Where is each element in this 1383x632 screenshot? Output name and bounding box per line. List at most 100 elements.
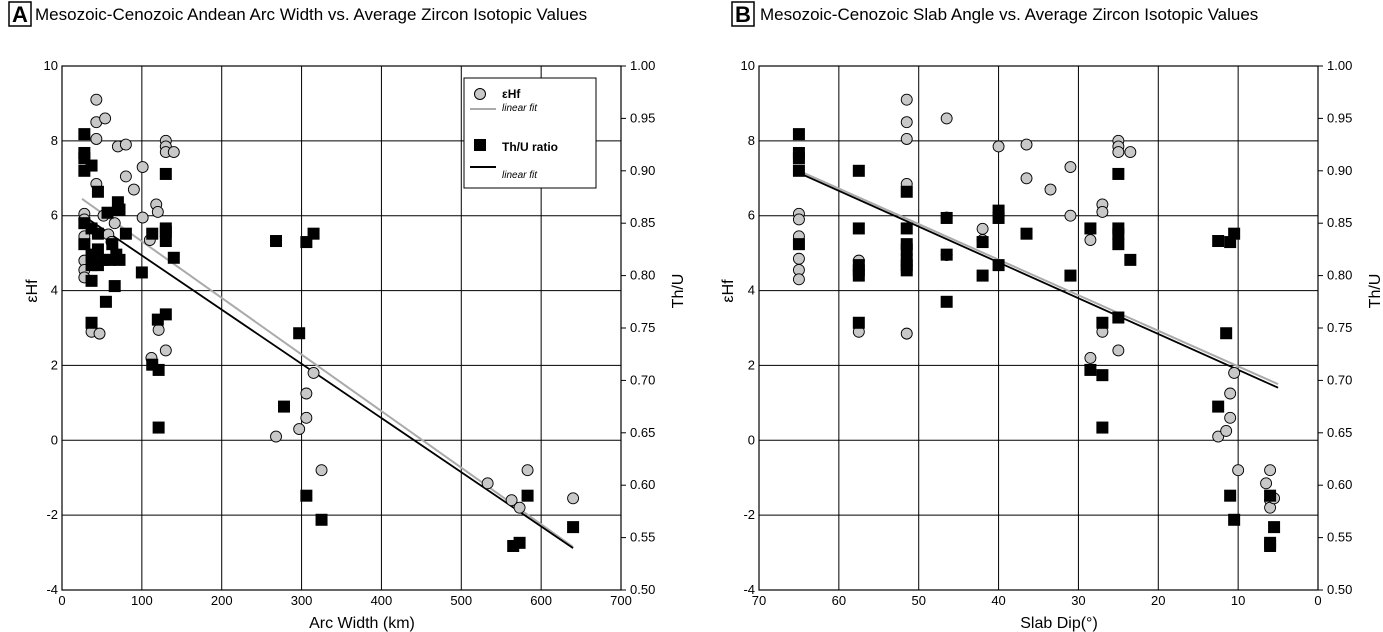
panel-a-ehf-point (93, 327, 106, 340)
panel-b-thu-point (792, 238, 805, 251)
panel-b-ehf-point (792, 273, 805, 286)
panel-a-y2-tick-label: 0.75 (630, 320, 655, 335)
panel-b-y2-tick-label: 0.75 (1327, 320, 1352, 335)
panel-b-ehf-point (976, 222, 989, 235)
panel-b-thu-point (900, 222, 913, 235)
panel-b-ehf-point (1096, 206, 1109, 218)
panel-b-thu-point (792, 152, 805, 165)
panel-b-y-tick-label: 8 (748, 133, 755, 148)
panel-b-ehf-point (900, 116, 913, 129)
panel-a-ehf-point (307, 366, 320, 379)
panel-a-thu-point (85, 316, 98, 329)
panel-a-thu-point (278, 400, 291, 413)
panel-a-ehf-point (505, 494, 518, 507)
panel-b-x-tick-label: 20 (1151, 593, 1165, 608)
panel-a-ehf-point (99, 112, 112, 125)
panel-b-thu-point (1264, 536, 1277, 549)
panel-a-thu-point (513, 536, 526, 549)
panel-b-y-tick-label: 2 (748, 357, 755, 372)
panel-a-ehf-point (293, 423, 306, 436)
panel-a-ehf-point (152, 323, 165, 336)
panel-a-chart: 0 100 200 300 400 500 600 700 -4 -2 0 2 4 6 8 10 0.50 0.5… (44, 58, 656, 608)
panel-a-thu-point (108, 280, 121, 293)
panel-a-y2-tick-label: 0.70 (630, 372, 655, 387)
panel-a-y2-tick-label: 0.95 (630, 110, 655, 125)
panel-b-ehf-point (940, 112, 953, 125)
panel-a-thu-point (315, 513, 328, 526)
panel-a-y2-tick-label: 0.55 (630, 530, 655, 545)
panel-b-thu-point (1112, 238, 1125, 251)
panel-a-thu-point (135, 266, 148, 279)
panel-b-ehf-point (1020, 138, 1033, 151)
panel-b-ehf-point (900, 93, 913, 106)
panel-b-ehf-point (1044, 183, 1057, 196)
legend-box (463, 77, 597, 189)
panel-a-thu-point (119, 227, 132, 240)
panel-a-ehf-point (136, 161, 149, 174)
panel-a-ehf-point (151, 206, 164, 218)
panel-a-y-tick-label: -4 (46, 582, 58, 597)
panel-b-y2-tick-label: 0.65 (1327, 425, 1352, 440)
panel-a-x-axis-label: Arc Width (km) (309, 615, 415, 632)
panel-a-ehf-point (270, 430, 282, 443)
panel-b-thu-point (1112, 167, 1125, 180)
panel-a-ehf-point (127, 183, 140, 196)
panel-b-y2-tick-label: 0.55 (1327, 530, 1352, 545)
panel-b-y-tick-label: 4 (748, 283, 755, 298)
panel-a-title: Mesozoic-Cenozoic Andean Arc Width vs. A… (35, 5, 587, 24)
panel-a-y2-tick-label: 0.85 (630, 215, 655, 230)
panel-a-thu-point (159, 308, 172, 321)
panel-b-ehf-point (1232, 464, 1245, 477)
panel-b-thu-point (1064, 269, 1077, 282)
panel-b-thu-point (1224, 489, 1237, 502)
panel-b-thu-point (1096, 369, 1109, 382)
panel-b-thu-point (1084, 222, 1097, 235)
panel-a-thu-point (159, 225, 172, 238)
panel-b-thu-point (1020, 227, 1033, 240)
panel-b-ehf-point (1212, 430, 1225, 443)
panel-a-letter-box (8, 1, 32, 27)
panel-a-thu-point (78, 238, 91, 251)
panel-b-x-tick-label: 30 (1071, 593, 1085, 608)
panel-a-ehf-point (159, 344, 172, 357)
panel-a-ehf-point (90, 133, 103, 145)
panel-a-thu-point (159, 235, 172, 248)
panel-b-thu-point (992, 211, 1005, 224)
panel-a-y-tick-label: 0 (51, 432, 58, 447)
panel-b-thu-point (1096, 421, 1109, 434)
panel-a-thu-point (113, 203, 126, 216)
panel-a-thu-point (307, 227, 320, 240)
panel-a-letter: A (12, 2, 28, 27)
panel-b-y-axis-label: εHf (720, 279, 737, 303)
panel-b-y2-tick-label: 0.95 (1327, 110, 1352, 125)
panel-a-ehf-fit-line (81, 198, 574, 548)
panel-b-thu-point (1268, 521, 1281, 534)
panel-b-y2-tick-label: 1.00 (1327, 58, 1352, 73)
panel-b-thu-point (1212, 235, 1225, 248)
panel-b-header: B Mesozoic-Cenozoic Slab Angle vs. Avera… (731, 1, 1258, 27)
panel-b-ehf-point (1224, 387, 1237, 400)
panel-a-ehf-point (119, 138, 132, 151)
panel-b-y-tick-label: -2 (743, 507, 755, 522)
panel-b-title: Mesozoic-Cenozoic Slab Angle vs. Average… (760, 5, 1258, 24)
panel-b-y2-tick-label: 0.90 (1327, 163, 1352, 178)
panel-a-ehf-point (481, 477, 494, 490)
panel-a-y-tick-label: 2 (51, 357, 58, 372)
panel-b-thu-point (792, 128, 805, 141)
panel-b-letter-box (731, 1, 755, 27)
panel-b-ehf-point (1228, 366, 1241, 379)
panel-a-thu-point (113, 253, 126, 266)
panel-a-y-tick-label: -2 (46, 507, 58, 522)
panel-b-y-tick-label: -4 (743, 582, 755, 597)
panel-b-y2-tick-label: 0.80 (1327, 268, 1352, 283)
panel-b-y-tick-label: 6 (748, 208, 755, 223)
panel-a-y-tick-label: 4 (51, 283, 58, 298)
panel-b-ehf-point (1064, 209, 1077, 222)
panel-b-thu-point (1112, 311, 1125, 324)
panel-a-y2-tick-label: 0.60 (630, 477, 655, 492)
panel-a-x-tick-label: 500 (450, 593, 472, 608)
panel-a-thu-point (78, 128, 91, 141)
panel-a-y-tick-label: 8 (51, 133, 58, 148)
legend: εHf linear fit Th/U ratio linear fit (463, 77, 597, 189)
